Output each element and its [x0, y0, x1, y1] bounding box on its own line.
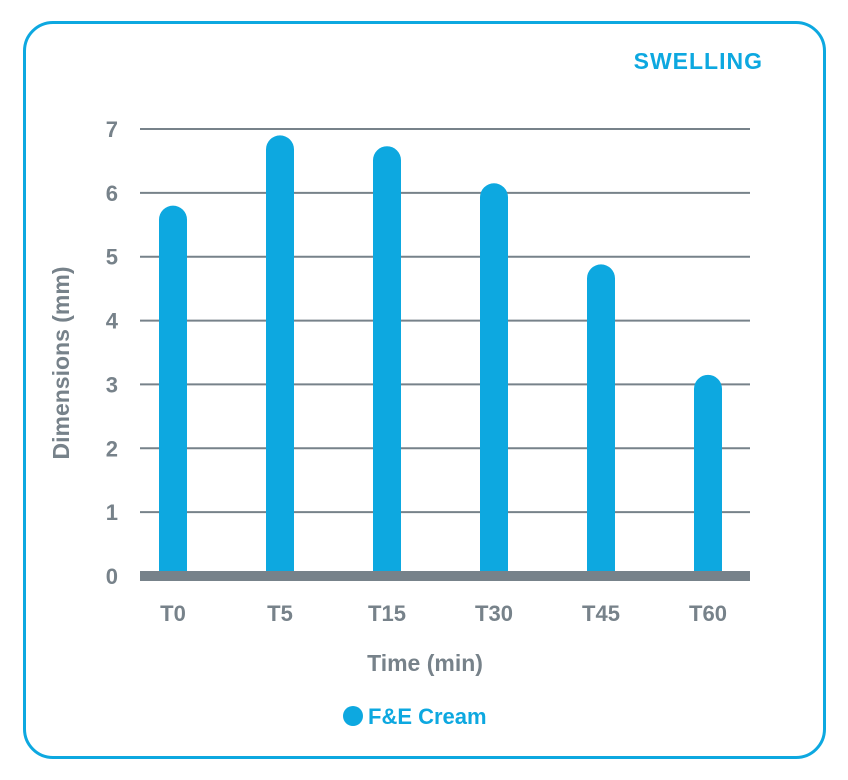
- bar-t15: [373, 146, 402, 576]
- y-tick-label: 4: [106, 309, 119, 334]
- y-tick-label: 1: [106, 500, 118, 525]
- y-tick-label: 6: [106, 181, 118, 206]
- y-tick-label: 2: [106, 436, 118, 461]
- legend-label: F&E Cream: [368, 704, 487, 729]
- x-tick-label: T30: [475, 601, 513, 626]
- x-tick-label: T15: [368, 601, 406, 626]
- x-tick-labels: T0 T5 T15 T30 T45 T60: [160, 601, 727, 626]
- x-tick-label: T0: [160, 601, 186, 626]
- chart-frame: [23, 21, 826, 759]
- bar-t45: [587, 264, 615, 576]
- legend: F&E Cream: [343, 704, 487, 729]
- grid-lines: [140, 128, 750, 581]
- x-axis-label: Time (min): [367, 650, 483, 676]
- chart-title: SWELLING: [634, 48, 763, 74]
- y-tick-label: 0: [106, 564, 118, 589]
- x-tick-label: T60: [689, 601, 727, 626]
- y-tick-label: 7: [106, 117, 118, 142]
- bar-t30: [480, 183, 508, 577]
- legend-swatch: [343, 706, 363, 726]
- y-tick-labels: 0 1 2 3 4 5 6 7: [106, 117, 119, 589]
- y-axis-label: Dimensions (mm): [48, 267, 74, 460]
- bar-t5: [266, 135, 294, 576]
- bar-t60: [694, 374, 722, 576]
- x-tick-label: T45: [582, 601, 620, 626]
- y-tick-label: 5: [106, 245, 118, 270]
- bar-t0: [159, 205, 187, 576]
- bars: [140, 135, 750, 581]
- y-tick-label: 3: [106, 372, 118, 397]
- x-tick-label: T5: [267, 601, 293, 626]
